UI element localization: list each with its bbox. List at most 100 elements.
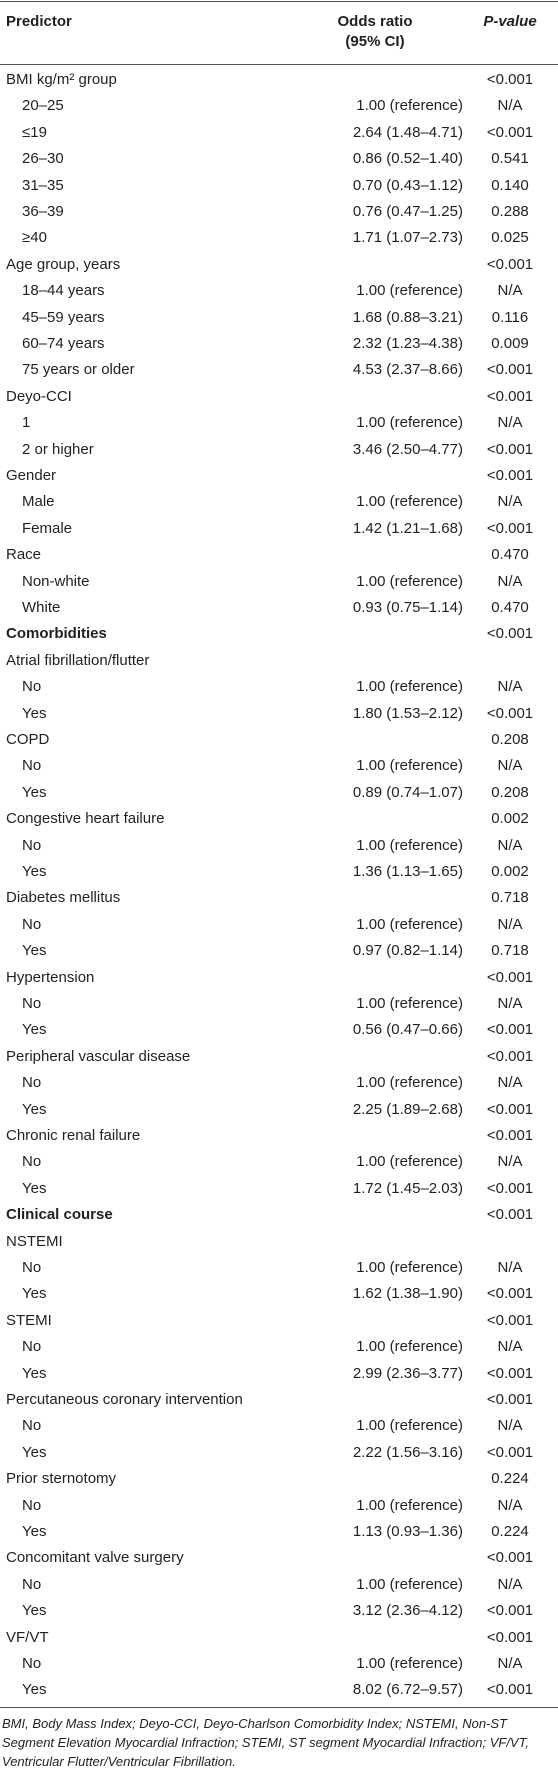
item-label: Yes xyxy=(22,1285,47,1303)
item-label: 31–35 xyxy=(22,176,64,194)
p-value: <0.001 xyxy=(486,1285,534,1303)
item-label: No xyxy=(22,836,42,854)
group-label: STEMI xyxy=(6,1311,52,1329)
p-value: <0.001 xyxy=(486,704,534,722)
item-label: 75 years or older xyxy=(22,361,135,379)
p-value: <0.001 xyxy=(486,1602,534,1620)
odds-ratio: 1.13 (0.93–1.36) xyxy=(352,1523,463,1540)
group-label: Prior sternotomy xyxy=(6,1470,117,1488)
item-label: Female xyxy=(22,519,73,537)
section-title: Clinical course xyxy=(6,1206,113,1224)
item-label: Yes xyxy=(22,1364,47,1382)
odds-ratio: 3.12 (2.36–4.12) xyxy=(352,1602,463,1620)
odds-ratio: 1.00 (reference) xyxy=(356,1655,463,1672)
p-value: 0.470 xyxy=(491,546,529,564)
item-label: Yes xyxy=(22,1443,47,1461)
p-value: 0.002 xyxy=(491,863,529,880)
p-value: <0.001 xyxy=(486,440,534,458)
odds-ratio: 1.42 (1.21–1.68) xyxy=(352,519,463,537)
odds-ratio: 1.80 (1.53–2.12) xyxy=(352,704,463,722)
p-value: <0.001 xyxy=(486,625,534,643)
p-value: <0.001 xyxy=(486,1311,534,1329)
p-value: N/A xyxy=(497,493,523,511)
p-value: N/A xyxy=(497,1417,523,1435)
odds-ratio: 1.00 (reference) xyxy=(356,836,463,854)
group-label: NSTEMI xyxy=(6,1232,63,1250)
header-cell: P-value xyxy=(483,13,537,30)
p-value: N/A xyxy=(497,1074,523,1092)
group-label: Chronic renal failure xyxy=(6,1127,141,1144)
item-label: 60–74 years xyxy=(22,335,105,352)
item-label: No xyxy=(22,757,42,775)
p-value: N/A xyxy=(497,1153,523,1171)
header-cell: Predictor xyxy=(6,13,72,30)
item-label: No xyxy=(22,1153,42,1171)
item-label: 36–39 xyxy=(22,203,64,220)
p-value: <0.001 xyxy=(486,1391,534,1408)
p-value: 0.208 xyxy=(491,731,529,748)
item-label: Yes xyxy=(22,1523,47,1540)
footnote: BMI, Body Mass Index; Deyo-CCI, Deyo-Cha… xyxy=(2,1715,529,1769)
p-value: <0.001 xyxy=(486,1628,534,1646)
section-title: Comorbidities xyxy=(6,625,107,643)
odds-ratio: 1.00 (reference) xyxy=(356,1575,463,1593)
odds-ratio: 1.00 (reference) xyxy=(356,414,463,432)
item-label: No xyxy=(22,915,42,933)
p-value: N/A xyxy=(497,836,523,854)
item-label: 26–30 xyxy=(22,150,64,168)
p-value: <0.001 xyxy=(486,387,534,405)
odds-ratio: 3.46 (2.50–4.77) xyxy=(352,440,463,458)
odds-ratio: 4.53 (2.37–8.66) xyxy=(352,361,463,379)
item-label: Yes xyxy=(22,1179,47,1197)
item-label: No xyxy=(22,1417,42,1435)
odds-ratio: 1.00 (reference) xyxy=(356,493,463,511)
odds-ratio: 2.32 (1.23–4.38) xyxy=(352,335,463,352)
p-value: N/A xyxy=(497,1496,523,1514)
odds-ratio: 1.00 (reference) xyxy=(356,1338,463,1356)
group-label: Concomitant valve surgery xyxy=(6,1549,184,1567)
p-value: <0.001 xyxy=(486,1179,534,1197)
item-label: Yes xyxy=(22,1681,47,1699)
odds-ratio: 1.00 (reference) xyxy=(356,1153,463,1171)
p-value: <0.001 xyxy=(486,71,534,88)
item-label: Male xyxy=(22,493,55,511)
item-label: No xyxy=(22,995,42,1012)
odds-ratio: 1.00 (reference) xyxy=(356,995,463,1012)
p-value: 0.208 xyxy=(491,783,529,801)
p-value: 0.224 xyxy=(491,1523,529,1540)
odds-ratio: 0.97 (0.82–1.14) xyxy=(352,942,463,960)
group-label: Age group, years xyxy=(6,255,121,273)
odds-ratio: 8.02 (6.72–9.57) xyxy=(352,1681,463,1699)
group-label: Peripheral vascular disease xyxy=(6,1047,191,1065)
p-value: N/A xyxy=(497,1338,523,1356)
p-value: 0.009 xyxy=(491,335,529,352)
p-value: 0.025 xyxy=(491,229,529,247)
odds-ratio: 1.71 (1.07–2.73) xyxy=(352,229,463,247)
header-cell: Odds ratio (95% CI) xyxy=(337,13,413,50)
odds-ratio: 1.00 (reference) xyxy=(356,282,463,300)
group-label: Gender xyxy=(6,467,57,484)
p-value: <0.001 xyxy=(486,1021,534,1039)
odds-ratio: 0.89 (0.74–1.07) xyxy=(352,783,463,801)
group-label: Percutaneous coronary intervention xyxy=(6,1391,243,1408)
item-label: No xyxy=(22,1655,42,1672)
p-value: N/A xyxy=(497,915,523,933)
odds-ratio: 1.68 (0.88–3.21) xyxy=(352,308,463,326)
p-value: <0.001 xyxy=(486,1100,534,1118)
item-label: Yes xyxy=(22,942,47,960)
p-value: <0.001 xyxy=(486,1364,534,1382)
p-value: N/A xyxy=(497,282,523,300)
group-label: Congestive heart failure xyxy=(6,810,165,828)
odds-ratio: 2.25 (1.89–2.68) xyxy=(352,1100,463,1118)
item-label: No xyxy=(22,1074,42,1092)
odds-ratio: 1.36 (1.13–1.65) xyxy=(352,863,463,880)
odds-ratio: 0.76 (0.47–1.25) xyxy=(352,203,463,220)
p-value: <0.001 xyxy=(486,1549,534,1567)
p-value: <0.001 xyxy=(486,1047,534,1065)
odds-ratio: 0.86 (0.52–1.40) xyxy=(352,150,463,168)
item-label: No xyxy=(22,1575,42,1593)
group-label: Atrial fibrillation/flutter xyxy=(6,651,150,669)
p-value: <0.001 xyxy=(486,1681,534,1699)
p-value: 0.541 xyxy=(491,150,529,168)
